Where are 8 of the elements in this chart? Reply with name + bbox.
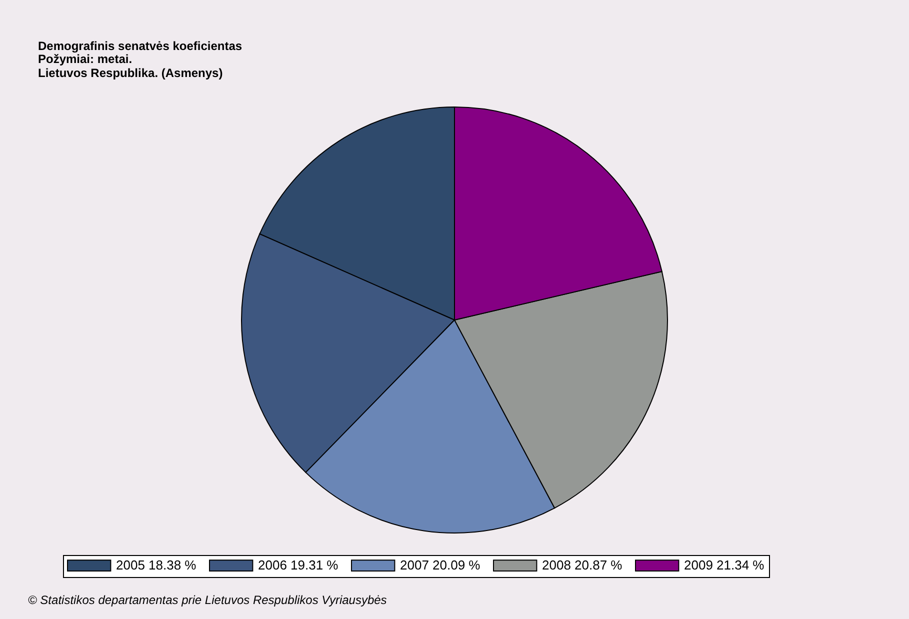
legend-label: 2009 21.34 % — [684, 558, 765, 573]
text: © Statistikos departamentas prie Lietuvos Respublikos Vyriausybės — [28, 593, 387, 607]
legend-label: 2007 20.09 % — [400, 558, 481, 573]
legend-label: 2006 19.31 % — [258, 558, 339, 573]
chart-subtitle: Požymiai: metai. Lietuvos Respublika. (Asmenys) — [38, 52, 223, 80]
legend-label: 2008 20.87 % — [542, 558, 623, 573]
chart-title: Demografinis senatvės koeficientas — [38, 39, 242, 53]
legend-label: 2005 18.38 % — [116, 558, 197, 573]
